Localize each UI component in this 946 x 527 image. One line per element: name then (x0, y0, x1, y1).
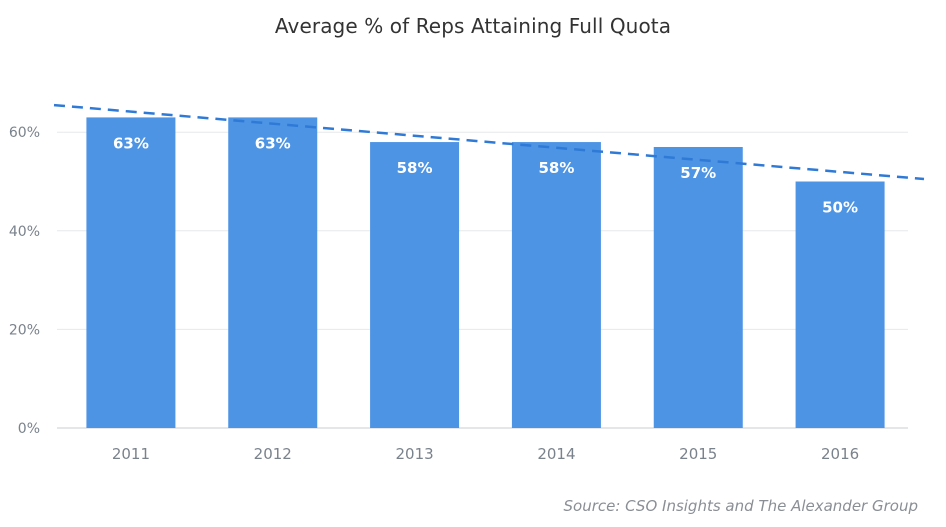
y-axis-ticks: 0% 20% 40% 60% (9, 125, 40, 437)
x-tick-label: 2014 (537, 445, 575, 463)
x-tick-label: 2013 (395, 445, 433, 463)
bar-2016 (795, 181, 885, 428)
x-tick-label: 2012 (254, 445, 292, 463)
x-tick-label: 2016 (821, 445, 859, 463)
x-tick-label: 2015 (679, 445, 717, 463)
data-labels: 63% 63% 58% 58% 57% 50% (113, 134, 858, 216)
bar-2011 (86, 117, 176, 428)
chart-title: Average % of Reps Attaining Full Quota (274, 14, 672, 38)
data-label: 58% (538, 159, 574, 177)
trendline (53, 103, 925, 181)
bars (86, 117, 885, 429)
y-tick-label: 0% (18, 421, 40, 437)
bar-2012 (228, 117, 318, 428)
data-label: 58% (397, 159, 433, 177)
bar-2014 (511, 142, 601, 428)
bar-2013 (370, 142, 460, 428)
data-label: 63% (113, 134, 149, 152)
source-note: Source: CSO Insights and The Alexander G… (563, 497, 919, 515)
y-tick-label: 20% (9, 322, 40, 338)
x-axis-ticks: 2011 2012 2013 2014 2015 2016 (112, 445, 859, 463)
y-tick-label: 40% (9, 224, 40, 240)
gridlines (57, 131, 908, 429)
bar-2015 (653, 146, 743, 429)
data-label: 50% (822, 199, 858, 217)
data-label: 57% (680, 164, 716, 182)
y-tick-label: 60% (9, 125, 40, 141)
data-label: 63% (255, 134, 291, 152)
x-tick-label: 2011 (112, 445, 150, 463)
trendline-group (53, 103, 925, 181)
